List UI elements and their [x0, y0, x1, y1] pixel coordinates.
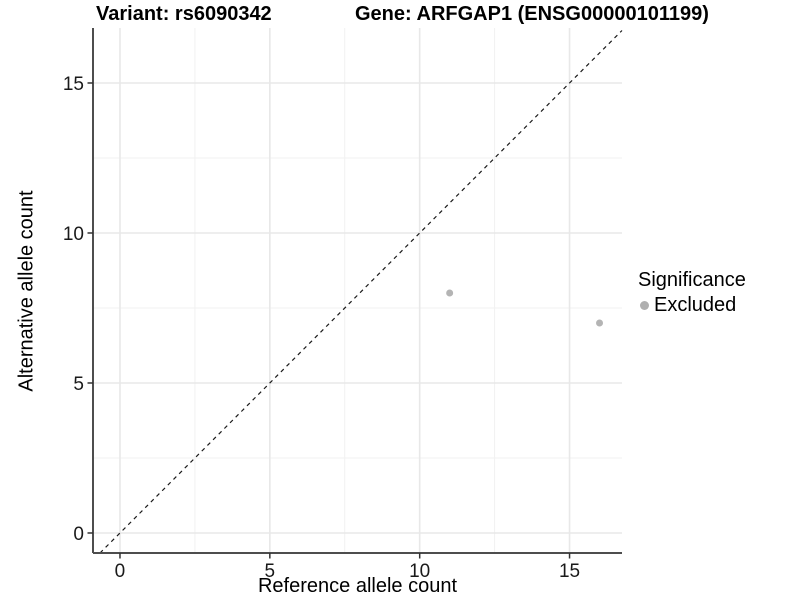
- legend-key-dot: [640, 300, 649, 310]
- y-tick-label: 5: [73, 374, 84, 395]
- x-tick-label: 5: [265, 561, 276, 582]
- data-point: [596, 319, 604, 327]
- x-tick-label: 10: [409, 561, 430, 582]
- y-tick-label: 15: [63, 74, 84, 95]
- variant-title: Variant: rs6090342: [96, 3, 272, 25]
- legend-entry: Excluded: [638, 293, 746, 317]
- legend-entry-label: Excluded: [654, 294, 737, 316]
- legend: Significance Excluded: [638, 268, 746, 317]
- identity-line: [99, 30, 623, 554]
- x-axis-title: Reference allele count: [257, 575, 457, 597]
- legend-title: Significance: [638, 269, 746, 291]
- y-tick-label: 0: [73, 524, 84, 545]
- data-point: [446, 289, 454, 297]
- y-axis-title: Alternative allele count: [15, 190, 38, 392]
- gene-title: Gene: ARFGAP1 (ENSG00000101199): [355, 3, 709, 25]
- y-tick-label: 10: [63, 224, 84, 245]
- x-tick-label: 15: [559, 561, 580, 582]
- legend-entries: Excluded: [638, 293, 746, 317]
- x-tick-label: 0: [115, 561, 126, 582]
